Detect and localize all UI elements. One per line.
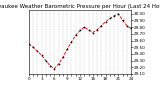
Point	[66, 49, 68, 50]
Point	[45, 60, 47, 61]
Point	[87, 29, 90, 31]
Point	[53, 68, 56, 69]
Point	[109, 18, 111, 19]
Point	[113, 15, 115, 16]
Point	[117, 13, 120, 14]
Point	[130, 28, 132, 29]
Point	[104, 21, 107, 23]
Point	[32, 47, 34, 48]
Point	[126, 25, 128, 27]
Point	[40, 55, 43, 56]
Point	[121, 20, 124, 21]
Point	[83, 26, 86, 28]
Point	[28, 43, 30, 45]
Point	[92, 32, 94, 33]
Point	[74, 34, 77, 36]
Point	[36, 51, 39, 52]
Point	[100, 25, 103, 27]
Point	[70, 41, 73, 43]
Point	[57, 63, 60, 65]
Point	[49, 65, 51, 67]
Point	[79, 30, 81, 31]
Point	[62, 57, 64, 58]
Point	[96, 29, 98, 31]
Title: Milwaukee Weather Barometric Pressure per Hour (Last 24 Hours): Milwaukee Weather Barometric Pressure pe…	[0, 4, 160, 9]
